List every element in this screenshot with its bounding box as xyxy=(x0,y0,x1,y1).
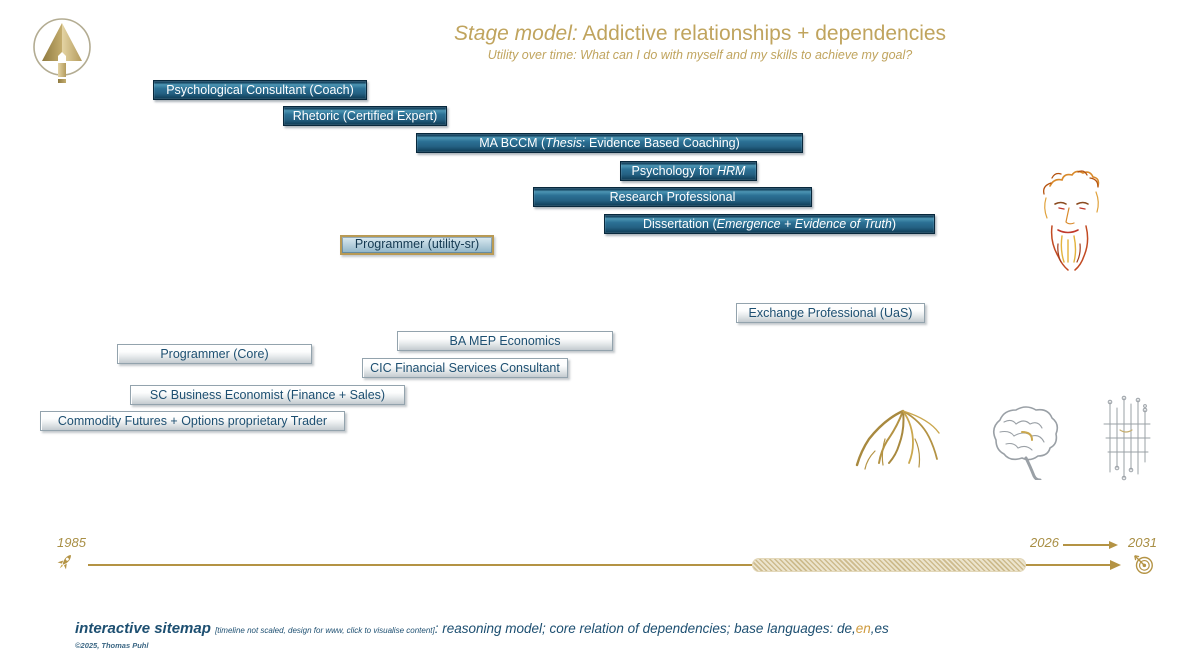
footer-caption: interactive sitemap [timeline not scaled… xyxy=(75,620,889,650)
footer-language-highlight: en xyxy=(855,621,871,636)
milestone-arrow xyxy=(1063,544,1111,546)
stage-bar-exchange-professional[interactable]: Exchange Professional (UaS) xyxy=(736,303,925,323)
timeline-arrowhead-icon xyxy=(1110,560,1121,570)
stage-bar-psychology-for-hrm[interactable]: Psychology for HRM xyxy=(620,161,757,181)
footer-tail: ,es xyxy=(870,621,889,636)
rocket-icon xyxy=(57,554,71,570)
milestone-arrowhead-icon xyxy=(1109,541,1118,549)
footer-lead: interactive sitemap xyxy=(75,620,216,637)
page-title-block: Stage model: Addictive relationships + d… xyxy=(400,22,1000,62)
stage-bar-sc-business-economist[interactable]: SC Business Economist (Finance + Sales) xyxy=(130,385,405,405)
milestone-year-label: 2026 xyxy=(1030,535,1059,550)
end-year-label: 2031 xyxy=(1128,535,1157,550)
stage-bar-ba-mep-economics[interactable]: BA MEP Economics xyxy=(397,331,613,351)
brain-image xyxy=(992,406,1059,480)
stage-bar-cic-financial-services[interactable]: CIC Financial Services Consultant xyxy=(362,358,568,378)
logo-icon xyxy=(33,18,91,83)
target-icon xyxy=(1134,555,1153,574)
stage-bars: Psychological Consultant (Coach) Rhetoric… xyxy=(40,80,935,431)
footer-body: : reasoning model; core relation of depe… xyxy=(434,621,856,636)
page-title-rest: Addictive relationships + dependencies xyxy=(577,22,947,45)
roots-image xyxy=(855,409,940,470)
page-subtitle: Utility over time: What can I do with my… xyxy=(487,48,913,62)
stage-bar-research-professional[interactable]: Research Professional xyxy=(533,187,812,207)
stage-bar-programmer-core[interactable]: Programmer (Core) xyxy=(117,344,312,364)
timeline-line[interactable] xyxy=(88,564,1116,566)
footer-note: [timeline not scaled, design for www, cl… xyxy=(215,626,435,635)
circuit-image xyxy=(1103,395,1151,481)
stage-bar-programmer-utility-sr[interactable]: Programmer (utility-sr) xyxy=(340,235,494,255)
timeline-hatched-band[interactable] xyxy=(752,558,1026,572)
stage-bar-commodity-trader[interactable]: Commodity Futures + Options proprietary … xyxy=(40,411,345,431)
stage-bar-psychological-consultant[interactable]: Psychological Consultant (Coach) xyxy=(153,80,367,100)
copyright-text: ©2025, Thomas Puhl xyxy=(75,641,149,650)
start-year-label: 1985 xyxy=(57,535,86,550)
page-title: Stage model: Addictive relationships + d… xyxy=(400,22,1000,46)
stage-bar-dissertation[interactable]: Dissertation (Emergence + Evidence of Tr… xyxy=(604,214,935,234)
stage-bar-rhetoric[interactable]: Rhetoric (Certified Expert) xyxy=(283,106,447,126)
face-sketch-image xyxy=(1043,170,1100,271)
footer-caption-line: interactive sitemap [timeline not scaled… xyxy=(75,620,889,638)
stage-bar-ma-bccm[interactable]: MA BCCM (Thesis: Evidence Based Coaching… xyxy=(416,133,803,153)
page-title-lead: Stage model: xyxy=(453,22,578,45)
